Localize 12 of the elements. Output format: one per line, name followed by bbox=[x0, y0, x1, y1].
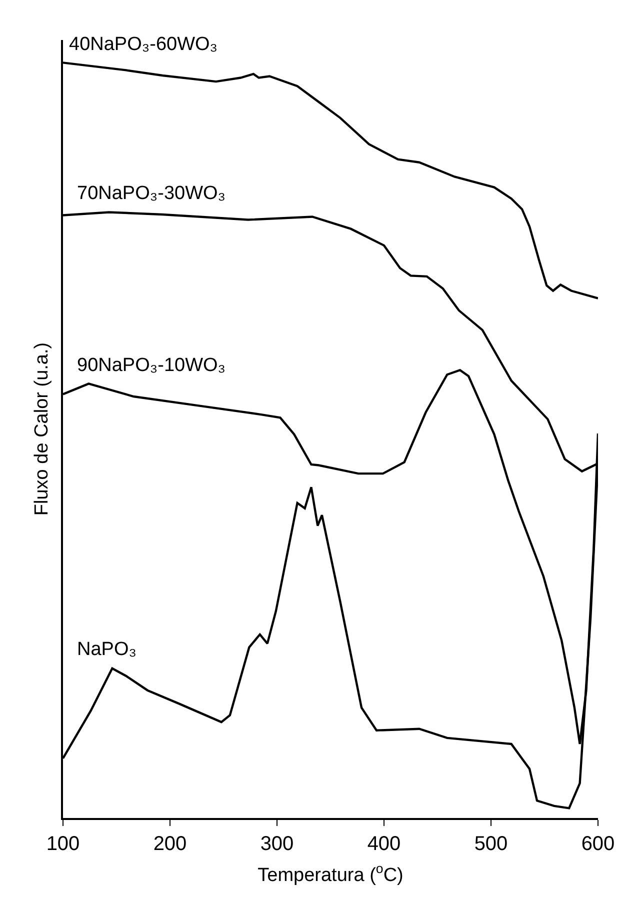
y-axis-title: Fluxo de Calor (u.a.) bbox=[32, 342, 53, 516]
series-label: 70NaPO₃-30WO₃ bbox=[77, 183, 226, 204]
series-label: 90NaPO₃-10WO₃ bbox=[77, 355, 226, 376]
x-tick-label: 200 bbox=[153, 832, 187, 855]
x-tick-label: 300 bbox=[260, 832, 294, 855]
x-tick-label: 100 bbox=[46, 832, 80, 855]
x-tick-label: 600 bbox=[581, 832, 615, 855]
x-tick-label: 400 bbox=[367, 832, 401, 855]
series-label: NaPO₃ bbox=[77, 639, 136, 660]
x-tick-label: 500 bbox=[474, 832, 508, 855]
x-axis-title: Temperatura ($^{o}$C) bbox=[258, 861, 404, 886]
series-label: 40NaPO₃-60WO₃ bbox=[69, 34, 218, 55]
